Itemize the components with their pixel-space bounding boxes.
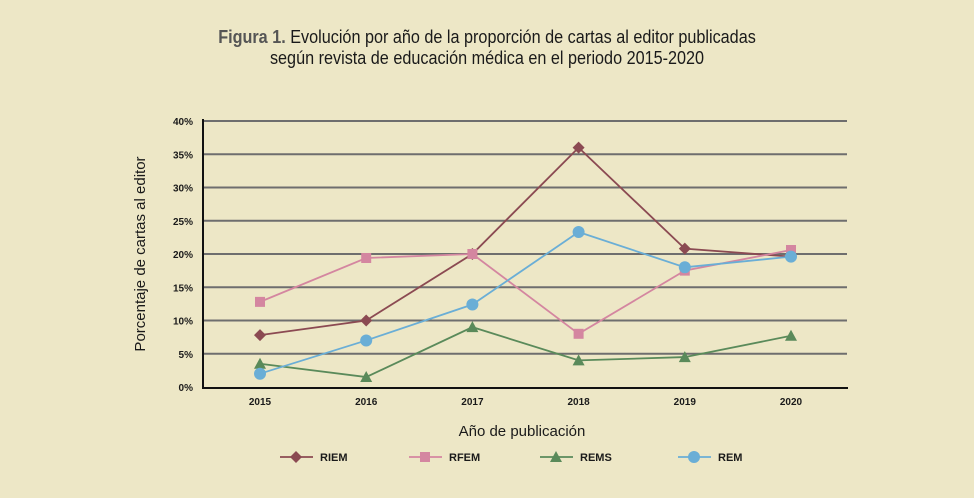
chart-title: Figura 1. Evolución por año de la propor… <box>49 27 926 69</box>
y-tick-label: 35% <box>173 150 193 161</box>
series-rem <box>254 226 797 380</box>
x-axis-title: Año de publicación <box>459 423 586 440</box>
legend-item-rems: REMS <box>540 451 612 464</box>
legend-label: REM <box>718 452 742 464</box>
data-point-rem <box>360 334 373 347</box>
data-point-rfem <box>361 252 372 263</box>
data-point-rfem <box>786 245 796 256</box>
title-line-1: Evolución por año de la proporción de ca… <box>285 27 756 47</box>
legend-label: REMS <box>580 452 612 464</box>
data-point-rfem <box>573 328 584 339</box>
y-axis-title: Porcentaje de cartas al editor <box>132 156 149 351</box>
data-point-rems <box>466 321 479 333</box>
legend-item-rem: REM <box>678 451 742 464</box>
y-tick-label: 15% <box>173 283 193 294</box>
data-point-rem <box>572 226 585 239</box>
y-axis-ticks: 0% 5% 10% 15% 20% 25% 30% 35% 40% <box>173 117 193 394</box>
legend: RIEM RFEM REMS REM <box>280 451 742 464</box>
data-point-rem <box>466 298 479 311</box>
series-line <box>259 231 792 375</box>
x-axis-ticks: 2015 2016 2017 2018 2019 2020 <box>249 397 803 408</box>
x-tick-label: 2019 <box>674 397 697 408</box>
legend-label: RFEM <box>449 452 480 464</box>
series-rems <box>254 321 797 383</box>
y-tick-label: 40% <box>173 117 193 128</box>
data-point-rems <box>572 354 585 366</box>
data-point-rems <box>678 351 691 363</box>
data-point-rems <box>360 371 373 383</box>
legend-label: RIEM <box>320 452 348 464</box>
series-line <box>259 146 792 337</box>
x-tick-label: 2020 <box>780 397 803 408</box>
diamond-marker <box>290 451 302 463</box>
x-tick-label: 2018 <box>567 397 590 408</box>
x-tick-label: 2017 <box>461 397 484 408</box>
data-point-rfem <box>467 249 478 259</box>
series-line <box>259 249 792 335</box>
data-point-rem <box>785 250 797 263</box>
gridlines <box>203 120 847 355</box>
data-point-rem <box>678 261 691 274</box>
legend-item-riem: RIEM <box>280 451 348 464</box>
data-point-riem <box>360 314 373 327</box>
legend-item-rfem: RFEM <box>409 452 480 464</box>
y-tick-label: 20% <box>173 250 193 261</box>
data-point-riem <box>254 329 266 342</box>
y-tick-label: 5% <box>179 350 194 361</box>
data-point-rem <box>254 367 266 380</box>
x-tick-label: 2015 <box>249 397 272 408</box>
y-tick-label: 10% <box>173 317 193 328</box>
data-point-riem <box>572 141 585 154</box>
series-group <box>254 141 797 383</box>
data-point-rems <box>785 329 797 341</box>
x-tick-label: 2016 <box>355 397 378 408</box>
series-line <box>259 326 792 378</box>
y-tick-label: 30% <box>173 184 193 195</box>
data-point-riem <box>678 242 691 255</box>
y-tick-label: 0% <box>179 383 194 394</box>
title-line-2: según revista de educación médica en el … <box>269 48 705 68</box>
series-riem <box>254 141 797 342</box>
data-point-rfem <box>255 296 265 307</box>
y-tick-label: 25% <box>173 217 193 228</box>
figure-label: Figura 1. <box>218 27 286 47</box>
data-point-rems <box>254 357 266 369</box>
square-marker <box>420 452 430 462</box>
triangle-marker <box>550 451 562 462</box>
circle-marker <box>688 451 700 463</box>
